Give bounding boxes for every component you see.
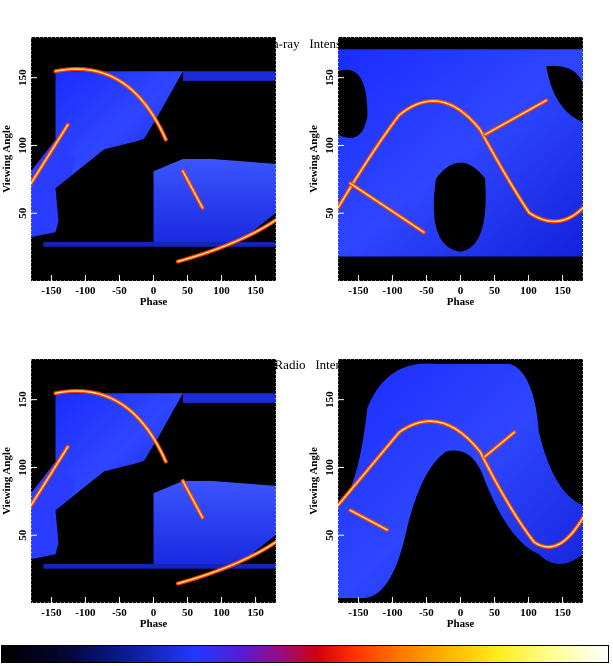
x-tick-label: 50 xyxy=(489,607,501,619)
y-tick-label: 150 xyxy=(17,391,29,408)
x-tick-label: -100 xyxy=(382,607,403,619)
caustic-line xyxy=(484,431,516,458)
x-tick-label: -150 xyxy=(41,285,62,297)
x-tick-label: 0 xyxy=(458,607,464,619)
caustic-line xyxy=(31,446,69,507)
y-tick-label: 100 xyxy=(17,459,29,476)
x-tick-label: 0 xyxy=(151,285,157,297)
intensity-map xyxy=(31,388,276,586)
x-tick-label: 100 xyxy=(213,607,230,619)
intensity-region xyxy=(43,242,276,247)
x-axis-label: Phase xyxy=(140,296,168,308)
x-tick-label: 0 xyxy=(458,285,464,297)
x-tick-label: -150 xyxy=(348,285,369,297)
panel-frame xyxy=(337,358,584,604)
panel-frame xyxy=(30,358,277,604)
caustic-line xyxy=(182,480,204,519)
x-tick-label: -50 xyxy=(112,285,127,297)
radio-title-word: Radio xyxy=(274,357,306,372)
x-tick-label: 100 xyxy=(520,285,537,297)
y-tick-label: 150 xyxy=(17,69,29,86)
x-axis-label: Phase xyxy=(140,618,168,630)
x-tick-label: -150 xyxy=(348,607,369,619)
caustic-line xyxy=(349,509,388,531)
x-tick-label: -100 xyxy=(75,285,96,297)
caustic-line xyxy=(349,182,425,233)
x-axis-label: Phase xyxy=(447,296,475,308)
intensity-region xyxy=(43,564,276,569)
caustic-line xyxy=(177,219,276,263)
heatmap-panel-2: -150 -100 -50 0 50 100 150 50 100 150 Phase Viewing… xyxy=(308,36,584,308)
intensity-region xyxy=(153,159,276,242)
x-tick-label: 150 xyxy=(247,607,264,619)
x-tick-label: -50 xyxy=(112,607,127,619)
caustic-line xyxy=(338,100,583,223)
y-tick-label: 100 xyxy=(324,137,336,154)
x-tick-label: 0 xyxy=(151,607,157,619)
intensity-region xyxy=(55,71,183,189)
intensity-region xyxy=(338,256,583,281)
y-axis-label: Viewing Angle xyxy=(1,447,13,515)
x-tick-label: 150 xyxy=(554,607,571,619)
caustic-line xyxy=(182,170,204,209)
y-tick-label: 150 xyxy=(324,69,336,86)
y-axis-label: Viewing Angle xyxy=(308,447,320,515)
heatmap-panel-1: -150 -100 -50 0 50 100 150 50 100 150 Phase Viewing… xyxy=(1,36,277,308)
intensity-region xyxy=(55,456,183,564)
x-tick-label: 150 xyxy=(554,285,571,297)
intensity-region xyxy=(433,162,486,252)
x-tick-label: 100 xyxy=(520,607,537,619)
intensity-region xyxy=(338,69,368,138)
x-tick-label: 150 xyxy=(247,285,264,297)
heatmap-panels: -150 -100 -50 0 50 100 150 50 100 150 Phase Viewing… xyxy=(1,36,584,630)
intensity-region xyxy=(182,71,276,81)
heatmap-panel-3: -150 -100 -50 0 50 100 150 50 100 150 Phase Viewing… xyxy=(1,358,277,630)
x-axis-label: Phase xyxy=(447,618,475,630)
panel-frame xyxy=(337,36,584,282)
caustic-line xyxy=(31,124,69,185)
y-axis-label: Viewing Angle xyxy=(1,125,13,193)
intensity-region xyxy=(546,65,583,123)
caustic-line xyxy=(338,420,583,548)
x-tick-label: -150 xyxy=(41,607,62,619)
x-tick-label: -50 xyxy=(419,607,434,619)
intensity-map xyxy=(338,363,583,599)
y-tick-label: 50 xyxy=(324,207,336,219)
x-tick-label: 50 xyxy=(182,607,194,619)
intensity-region xyxy=(55,134,183,242)
intensity-region xyxy=(338,363,583,599)
intensity-region xyxy=(153,481,276,564)
y-tick-label: 100 xyxy=(17,137,29,154)
y-tick-label: 150 xyxy=(324,391,336,408)
intensity-colorbar xyxy=(1,645,609,663)
intensity-region xyxy=(55,393,183,511)
caustic-line xyxy=(484,99,548,136)
y-tick-label: 50 xyxy=(324,529,336,541)
intensity-region xyxy=(182,393,276,403)
x-tick-label: 100 xyxy=(213,285,230,297)
caustic-line xyxy=(54,390,167,463)
intensity-map xyxy=(338,49,583,281)
y-axis-label: Viewing Angle xyxy=(308,125,320,193)
x-tick-label: 50 xyxy=(182,285,194,297)
x-tick-label: -50 xyxy=(419,285,434,297)
y-tick-label: 50 xyxy=(17,207,29,219)
heatmap-panel-4: -150 -100 -50 0 50 100 150 50 100 150 Phase Viewing… xyxy=(308,358,584,630)
x-tick-label: 50 xyxy=(489,285,501,297)
y-tick-label: 100 xyxy=(324,459,336,476)
caustic-line xyxy=(54,68,167,141)
x-tick-label: -100 xyxy=(75,607,96,619)
panel-frame xyxy=(30,36,277,282)
y-tick-label: 50 xyxy=(17,529,29,541)
intensity-map xyxy=(31,66,276,264)
caustic-line xyxy=(177,541,276,585)
x-tick-label: -100 xyxy=(382,285,403,297)
